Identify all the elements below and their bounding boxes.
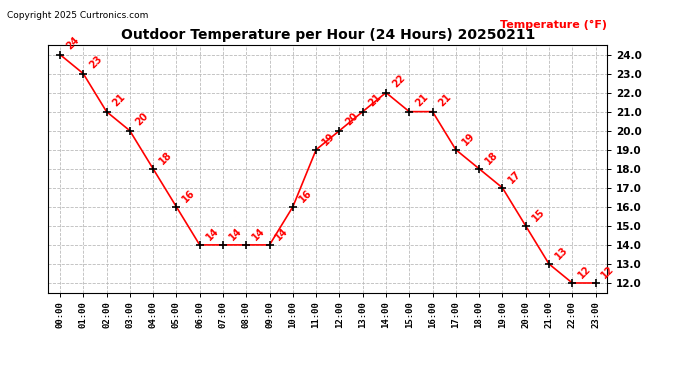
Text: 21: 21 [413,92,430,109]
Text: 12: 12 [600,264,616,280]
Text: 16: 16 [181,188,197,204]
Text: 14: 14 [204,225,220,242]
Text: 18: 18 [157,149,174,166]
Text: 23: 23 [88,54,104,71]
Text: 14: 14 [250,225,267,242]
Text: Copyright 2025 Curtronics.com: Copyright 2025 Curtronics.com [7,11,148,20]
Text: 19: 19 [320,130,337,147]
Text: 22: 22 [390,73,406,90]
Text: 14: 14 [227,225,244,242]
Text: 21: 21 [110,92,127,109]
Text: 14: 14 [274,225,290,242]
Text: 12: 12 [576,264,593,280]
Text: 17: 17 [506,168,523,185]
Text: 13: 13 [553,244,570,261]
Text: 19: 19 [460,130,477,147]
Text: 18: 18 [483,149,500,166]
Text: 20: 20 [134,111,150,128]
Text: 24: 24 [64,35,81,52]
Text: 21: 21 [437,92,453,109]
Text: 20: 20 [344,111,360,128]
Text: Temperature (°F): Temperature (°F) [500,20,607,30]
Text: 16: 16 [297,188,313,204]
Text: 15: 15 [530,207,546,223]
Text: 21: 21 [367,92,384,109]
Title: Outdoor Temperature per Hour (24 Hours) 20250211: Outdoor Temperature per Hour (24 Hours) … [121,28,535,42]
